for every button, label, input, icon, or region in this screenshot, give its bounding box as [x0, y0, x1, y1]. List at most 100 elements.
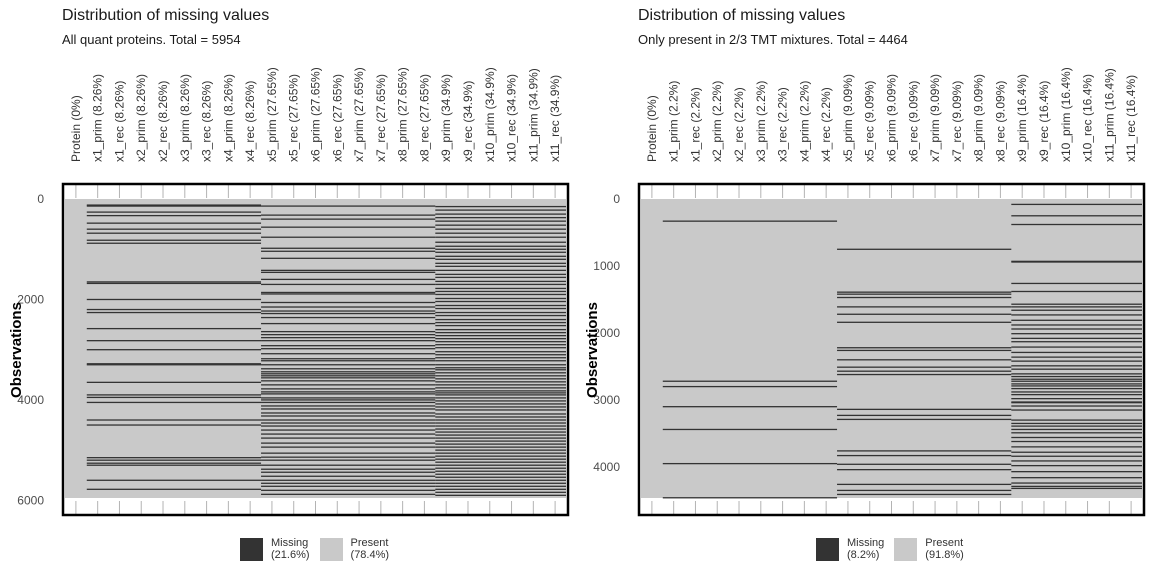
legend-item-present: Present (78.4%) [319, 537, 390, 561]
missing-line [261, 283, 436, 286]
missing-line [435, 347, 566, 349]
missing-line [86, 232, 262, 234]
column-label: x7_prim (27.65%) [352, 67, 366, 162]
missing-line [435, 290, 566, 293]
missing-line [435, 437, 566, 439]
column-label: x1_prim (8.26%) [91, 74, 105, 162]
legend-swatch-present [894, 537, 918, 561]
missing-line [261, 391, 436, 393]
missing-line [435, 220, 566, 222]
missing-line [662, 462, 838, 465]
missing-line [261, 360, 436, 362]
column-label: x6_rec (9.09%) [906, 81, 920, 162]
missing-line [261, 330, 436, 333]
missing-line [86, 349, 262, 351]
missing-line [435, 364, 566, 366]
missing-line [1011, 425, 1142, 427]
missing-line [1011, 303, 1142, 305]
missing-line [261, 310, 436, 312]
missing-line [435, 397, 566, 399]
missing-line [261, 337, 436, 339]
heatmap-plot: Protein (0%) x1_prim (2.2%) x1_rec (2.2%) x… [584, 67, 1146, 517]
legend-pct-missing: (8.2%) [847, 549, 880, 561]
missing-line [1011, 373, 1142, 375]
missing-line [86, 401, 262, 404]
missing-line [435, 384, 566, 386]
missing-line [261, 368, 436, 370]
missing-line [261, 425, 436, 427]
missing-line [86, 205, 262, 207]
missing-line [435, 452, 566, 454]
missing-line [837, 450, 1012, 452]
missing-line [662, 497, 838, 499]
missing-line [261, 475, 436, 477]
chart-title: Distribution of missing values [638, 7, 846, 24]
legend-pct-present: (91.8%) [925, 549, 964, 561]
column-label: x11_rec (34.9%) [548, 75, 562, 162]
missing-line [261, 464, 436, 466]
legend-swatch-missing [240, 537, 263, 561]
missing-line [435, 255, 566, 257]
column-label: x5_prim (9.09%) [841, 74, 855, 162]
missing-line [1011, 306, 1142, 308]
missing-line [435, 245, 566, 247]
column-label: x1_rec (2.2%) [688, 87, 702, 162]
missing-line [435, 443, 566, 445]
missing-line [435, 449, 566, 451]
column-label: x5_rec (27.65%) [287, 74, 301, 162]
missing-line [435, 241, 566, 243]
missing-line [837, 463, 1012, 465]
missing-line [261, 482, 436, 484]
column-label: x10_rec (16.4%) [1081, 74, 1095, 162]
missing-line [837, 370, 1012, 372]
missing-line [261, 278, 436, 281]
missing-line [435, 258, 566, 260]
missing-line [261, 348, 436, 350]
missing-line [662, 220, 838, 222]
legend-pct-present: (78.4%) [350, 549, 390, 561]
missing-line [435, 321, 566, 324]
column-label: x3_prim (2.2%) [754, 81, 768, 162]
missing-line [261, 468, 436, 470]
missing-line [1011, 440, 1142, 443]
missing-line [1011, 405, 1142, 407]
missing-line [1011, 385, 1142, 387]
missing-line [435, 403, 566, 405]
missing-line [261, 442, 436, 444]
y-tick-label: 1000 [593, 259, 620, 273]
missing-line [435, 416, 566, 418]
missing-line [435, 213, 566, 215]
column-label: x3_rec (2.2%) [776, 87, 790, 162]
missing-line [1011, 319, 1142, 321]
missing-line [435, 209, 566, 211]
missing-line [86, 281, 262, 283]
column-label: x11_rec (16.4%) [1124, 75, 1138, 162]
missing-line [1011, 324, 1142, 326]
missing-line [837, 454, 1012, 457]
missing-line [261, 306, 436, 308]
missing-line [435, 422, 566, 424]
missing-line [261, 419, 436, 421]
legend-label-missing: Missing [847, 537, 885, 549]
missing-line [261, 422, 436, 424]
missing-line [837, 248, 1012, 250]
legend-item-missing: Missing (8.2%) [816, 537, 884, 561]
missing-line [1011, 346, 1142, 348]
missing-line [435, 458, 566, 460]
column-label: x6_rec (27.65%) [330, 74, 344, 162]
missing-line [86, 424, 262, 426]
legend-label-missing: Missing [271, 537, 309, 549]
missing-line [435, 351, 566, 353]
missing-line [261, 345, 436, 347]
missing-line [435, 406, 566, 408]
missing-line [261, 247, 436, 249]
missing-line [435, 265, 566, 267]
missing-line [1011, 419, 1142, 421]
missing-line [86, 282, 262, 285]
missing-line [261, 301, 436, 304]
missing-line [261, 399, 436, 401]
missing-line [1011, 387, 1142, 390]
missing-line [435, 307, 566, 310]
missing-line [435, 440, 566, 442]
missing-line [86, 381, 262, 383]
